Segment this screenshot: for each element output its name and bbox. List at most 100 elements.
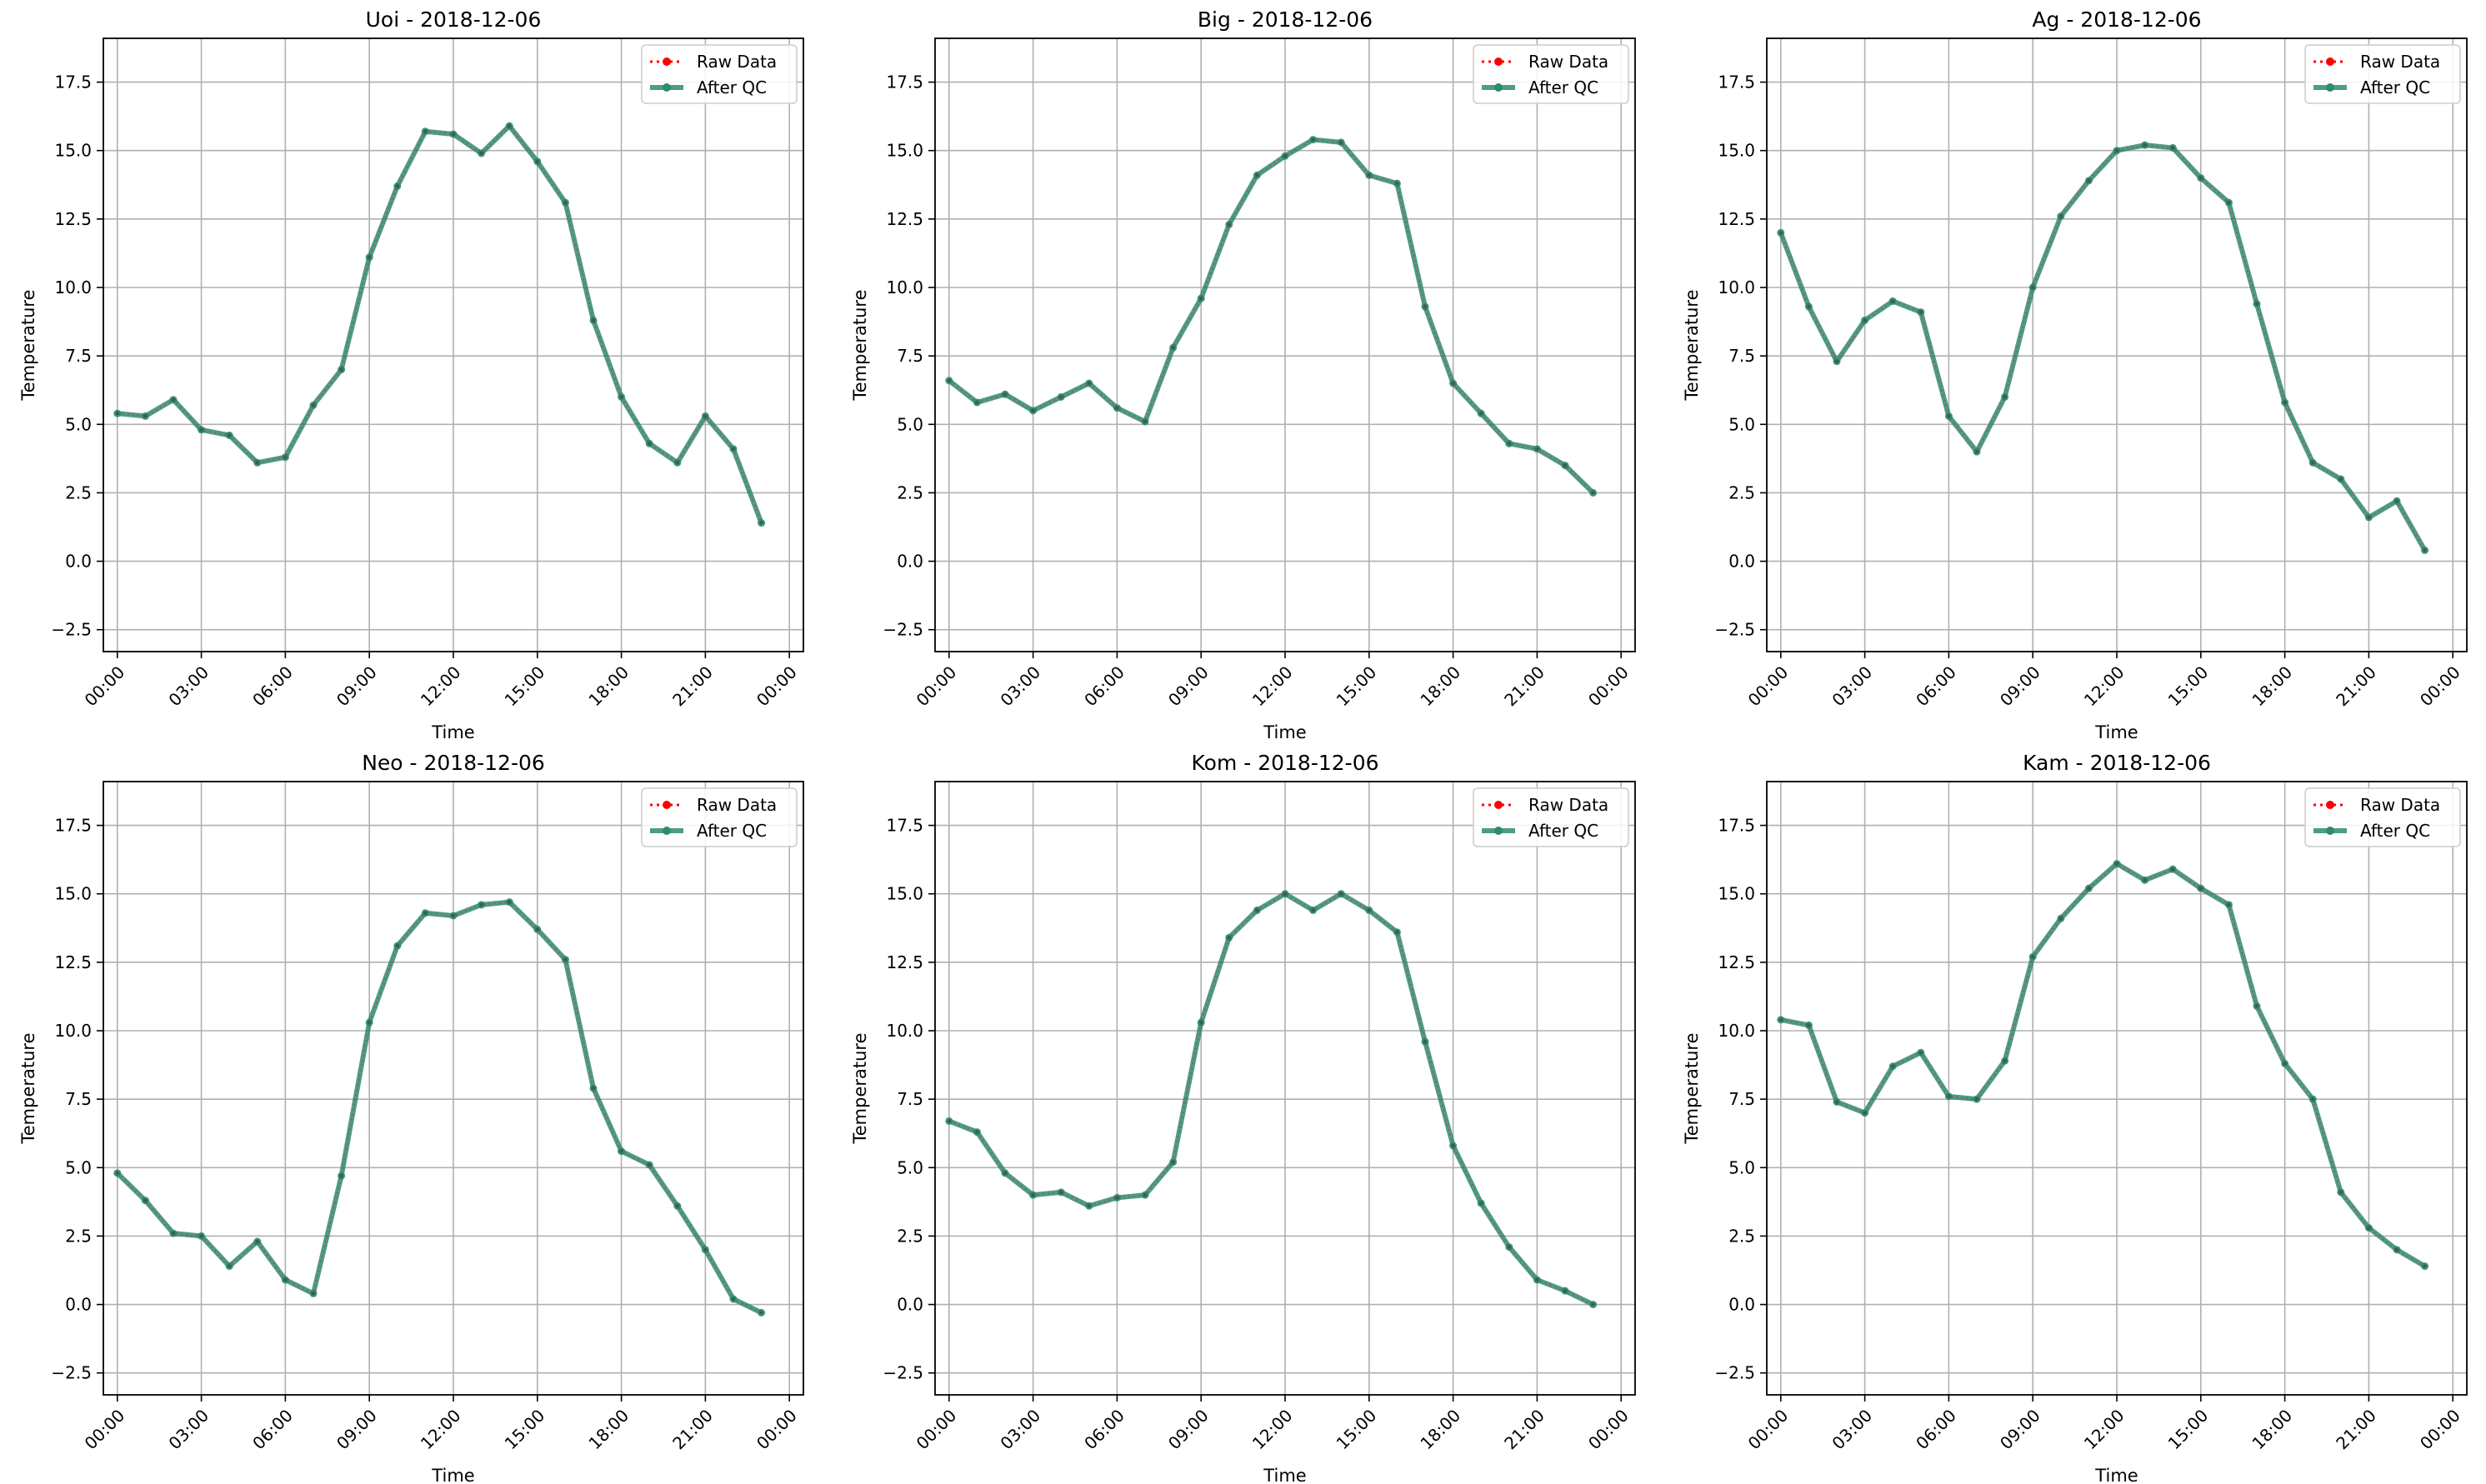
data-point-raw-data [1395,930,1399,934]
data-point-raw-data [759,1311,763,1315]
legend-marker-after-qc [2326,827,2334,835]
data-point-raw-data [2003,395,2007,399]
data-point-raw-data [619,395,623,399]
data-point-raw-data [2367,1226,2371,1230]
x-tick-label: 00:00 [81,662,129,711]
data-point-raw-data [1227,936,1232,940]
y-axis-label: Temperature [1682,289,1702,401]
x-tick-label: 00:00 [1744,662,1793,711]
data-point-raw-data [1834,1100,1839,1104]
y-tick-label: 7.5 [65,346,92,366]
data-point-raw-data [1891,299,1895,303]
data-point-raw-data [2394,1247,2399,1252]
x-tick-label: 15:00 [1333,1406,1381,1454]
y-tick-label: 12.5 [54,209,92,229]
y-tick-label: 15.0 [1718,141,1755,161]
legend-marker-raw-data [1494,57,1503,66]
x-tick-label: 00:00 [913,662,961,711]
data-point-raw-data [2367,515,2371,520]
data-point-raw-data [947,1119,952,1123]
data-point-raw-data [115,411,119,416]
x-axis-label: Time [1263,1466,1306,1484]
data-point-raw-data [1778,1017,1783,1022]
data-point-raw-data [2198,176,2203,180]
data-point-raw-data [115,1171,119,1176]
x-tick-label: 03:00 [996,662,1044,711]
data-point-raw-data [311,1292,316,1296]
data-point-raw-data [1591,491,1595,495]
x-tick-label: 09:00 [1164,1406,1213,1454]
subplot-5: Kam - 2018-12-06 −2.5 0.0 2.5 5.0 7.5 10.0 12.5… [1682,751,2468,1484]
legend-label-after-qc: After QC [1528,77,1598,97]
y-tick-label: 2.5 [65,482,92,502]
x-tick-label: 15:00 [1333,662,1381,711]
y-tick-label: 10.0 [1718,1021,1755,1041]
x-tick-label: 00:00 [81,1406,129,1454]
data-point-raw-data [1807,1023,1811,1027]
x-axis-label: Time [431,722,474,742]
legend-label-raw-data: Raw Data [1528,52,1608,72]
legend: Raw Data After QC [1473,44,1629,104]
data-point-raw-data [171,397,176,402]
data-point-raw-data [1479,411,1483,416]
data-point-raw-data [423,911,428,915]
y-axis-label: Temperature [850,1032,870,1144]
y-tick-label: 0.0 [1728,552,1755,572]
y-tick-label: 17.5 [886,72,923,92]
data-point-raw-data [1778,231,1783,235]
data-point-raw-data [1451,1143,1455,1148]
data-point-raw-data [1311,908,1315,912]
legend: Raw Data After QC [641,44,798,104]
data-point-raw-data [1891,1064,1895,1068]
data-point-raw-data [591,1086,596,1091]
data-point-raw-data [2058,917,2063,921]
y-tick-label: −2.5 [1714,620,1755,640]
data-point-raw-data [975,400,979,405]
data-point-raw-data [479,902,483,907]
subplot-1: Big - 2018-12-06 −2.5 0.0 2.5 5.0 7.5 10.0 12.5… [850,7,1636,742]
x-tick-label: 21:00 [2332,662,2380,711]
data-point-raw-data [731,447,736,452]
data-point-raw-data [675,461,679,465]
data-point-raw-data [1031,1192,1035,1197]
data-point-raw-data [1947,1094,1951,1099]
data-point-raw-data [591,318,596,322]
legend-label-after-qc: After QC [1528,821,1598,841]
legend: Raw Data After QC [2304,44,2461,104]
y-tick-label: 12.5 [1718,952,1755,972]
legend-label-raw-data: Raw Data [2360,795,2440,815]
axes-frame [1766,781,2468,1396]
y-tick-label: 0.0 [65,1295,92,1315]
data-point-raw-data [648,1162,652,1167]
data-point-raw-data [1171,346,1175,350]
x-tick-label: 18:00 [2248,1406,2296,1454]
series-line-raw-data [1780,862,2426,1267]
data-point-raw-data [2311,461,2315,465]
series-line-raw-data [948,138,1594,494]
y-tick-label: 2.5 [65,1226,92,1246]
data-point-raw-data [1283,892,1288,896]
x-tick-label: 00:00 [1584,662,1633,711]
data-point-raw-data [395,184,399,188]
data-point-raw-data [368,255,372,260]
data-point-raw-data [479,151,483,156]
data-point-raw-data [2114,862,2119,866]
data-point-raw-data [1807,304,1811,309]
legend-label-after-qc: After QC [2360,821,2430,841]
x-tick-label: 09:00 [333,662,381,711]
x-tick-label: 18:00 [584,1406,633,1454]
y-tick-label: 5.0 [1728,1157,1755,1177]
y-tick-label: 0.0 [65,552,92,572]
series-line-after-qc [117,123,764,524]
data-point-raw-data [975,1130,979,1134]
x-tick-label: 21:00 [668,662,717,711]
data-point-raw-data [2338,477,2343,482]
data-point-raw-data [311,403,316,407]
data-point-raw-data [1563,1288,1568,1293]
data-point-raw-data [2171,867,2175,872]
data-point-raw-data [1395,181,1399,186]
data-point-raw-data [1339,892,1343,896]
data-point-raw-data [283,455,288,459]
y-tick-label: 10.0 [54,277,92,297]
legend: Raw Data After QC [641,787,798,847]
